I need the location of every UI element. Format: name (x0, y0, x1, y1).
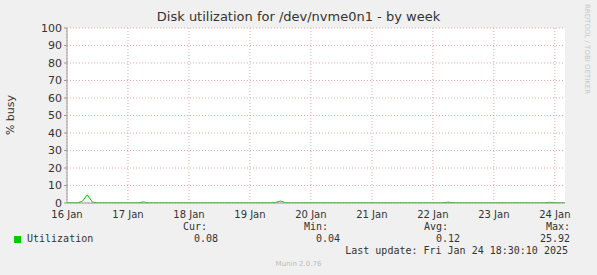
html-text:0.12: 0.12 (435, 233, 460, 244)
html-text:Cur:: Cur: (182, 221, 207, 232)
svg-text:30: 30 (48, 144, 62, 157)
svg-text:50: 50 (48, 109, 62, 122)
svg-text:20 Jan: 20 Jan (295, 209, 326, 220)
html-text:25.92: 25.92 (539, 233, 570, 244)
svg-text:90: 90 (48, 39, 62, 52)
html-text:0.04: 0.04 (315, 233, 340, 244)
svg-text:22 Jan: 22 Jan (417, 209, 448, 220)
svg-text:18 Jan: 18 Jan (173, 209, 204, 220)
svg-text:17 Jan: 17 Jan (112, 209, 143, 220)
svg-text:40: 40 (48, 127, 62, 140)
svg-text:20: 20 (48, 162, 62, 175)
svg-text:23 Jan: 23 Jan (478, 209, 509, 220)
html-text:Last update: Fri Jan 24 18:30:: Last update: Fri Jan 24 18:30:10 2025 (345, 245, 568, 256)
html-text:Avg:: Avg: (423, 221, 448, 232)
svg-text:0: 0 (55, 197, 62, 210)
svg-text:24 Jan: 24 Jan (539, 209, 570, 220)
html-text:Disk utilization for /dev/nvme: Disk utilization for /dev/nvme0n1 - by w… (156, 9, 441, 24)
html-text:0.08: 0.08 (193, 233, 218, 244)
svg-text:60: 60 (48, 92, 62, 105)
svg-text:16 Jan: 16 Jan (51, 209, 82, 220)
svg-text:70: 70 (48, 74, 62, 87)
html-text:RRDTOOL / TOBI OETIKER: RRDTOOL / TOBI OETIKER (583, 4, 591, 95)
svg-text:21 Jan: 21 Jan (356, 209, 387, 220)
svg-text:80: 80 (48, 57, 62, 70)
html-text:Munin 2.0.76: Munin 2.0.76 (275, 260, 322, 268)
html-text:% busy: % busy (4, 94, 17, 136)
svg-text:19 Jan: 19 Jan (234, 209, 265, 220)
html-text:Max:: Max: (545, 221, 570, 232)
html-text:Utilization: Utilization (27, 233, 94, 244)
svg-text:100: 100 (41, 22, 62, 35)
html-text:Min:: Min: (303, 221, 328, 232)
svg-text:10: 10 (48, 179, 62, 192)
